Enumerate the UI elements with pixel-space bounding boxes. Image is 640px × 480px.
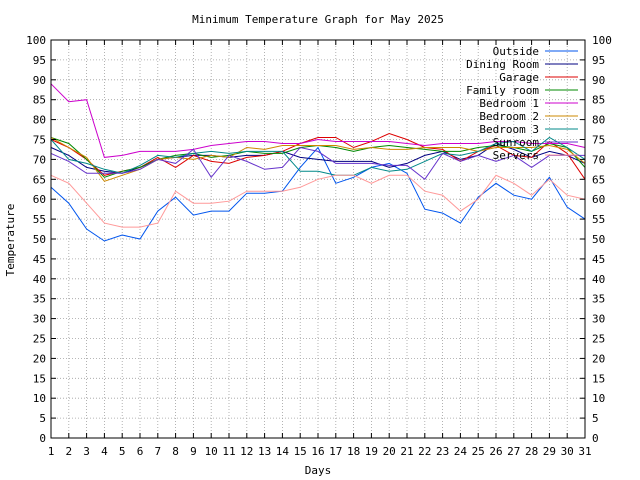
- y-tick-label-right: 15: [592, 372, 605, 385]
- x-tick-label: 21: [400, 445, 413, 458]
- x-tick-label: 30: [561, 445, 574, 458]
- y-tick-label-left: 45: [33, 253, 46, 266]
- x-tick-label: 31: [578, 445, 591, 458]
- y-axis-label: Temperature: [4, 204, 17, 277]
- y-tick-label-right: 85: [592, 94, 605, 107]
- y-tick-label-left: 25: [33, 333, 46, 346]
- x-tick-label: 12: [240, 445, 253, 458]
- legend-label-sunroom: Sunroom: [493, 136, 540, 149]
- y-tick-label-left: 90: [33, 74, 46, 87]
- y-tick-label-right: 50: [592, 233, 605, 246]
- legend-label-dining-room: Dining Room: [466, 58, 539, 71]
- y-tick-label-right: 80: [592, 114, 605, 127]
- x-tick-label: 5: [119, 445, 126, 458]
- series-line-bedroom-1: [50, 83, 586, 158]
- y-tick-label-left: 0: [39, 432, 46, 445]
- y-tick-label-left: 80: [33, 114, 46, 127]
- x-tick-label: 4: [101, 445, 108, 458]
- y-tick-label-left: 15: [33, 372, 46, 385]
- series-line-sunroom: [50, 146, 585, 181]
- y-tick-label-left: 5: [39, 412, 46, 425]
- x-tick-label: 11: [222, 445, 235, 458]
- x-tick-label: 28: [525, 445, 538, 458]
- legend-label-family-room: Family room: [466, 84, 539, 97]
- y-tick-label-left: 95: [33, 54, 46, 67]
- x-tick-label: 6: [137, 445, 144, 458]
- x-tick-label: 10: [205, 445, 218, 458]
- x-tick-label: 15: [294, 445, 307, 458]
- legend-label-bedroom-1: Bedroom 1: [479, 97, 539, 110]
- x-tick-label: 2: [65, 445, 72, 458]
- y-tick-label-right: 25: [592, 333, 605, 346]
- y-tick-label-right: 65: [592, 173, 605, 186]
- y-tick-label-right: 5: [592, 412, 599, 425]
- y-tick-label-left: 35: [33, 293, 46, 306]
- legend-label-servers: Servers: [493, 149, 539, 162]
- series-layer: [50, 83, 586, 242]
- series-line-outside: [50, 146, 586, 242]
- y-tick-label-left: 85: [33, 94, 46, 107]
- x-tick-label: 23: [436, 445, 449, 458]
- x-tick-label: 26: [489, 445, 502, 458]
- x-tick-label: 13: [258, 445, 271, 458]
- x-tick-label: 1: [48, 445, 55, 458]
- y-tick-label-left: 20: [33, 352, 46, 365]
- series-line-servers: [50, 174, 586, 228]
- y-tick-label-right: 30: [592, 313, 605, 326]
- y-tick-label-right: 75: [592, 134, 605, 147]
- x-tick-label: 8: [172, 445, 179, 458]
- y-tick-label-right: 40: [592, 273, 605, 286]
- x-tick-label: 9: [190, 445, 197, 458]
- y-tick-label-right: 55: [592, 213, 605, 226]
- grid: [50, 39, 586, 439]
- x-tick-label: 7: [154, 445, 161, 458]
- y-tick-label-left: 10: [33, 392, 46, 405]
- y-tick-label-right: 10: [592, 392, 605, 405]
- x-tick-label: 18: [347, 445, 360, 458]
- y-tick-label-left: 75: [33, 134, 46, 147]
- y-tick-label-right: 45: [592, 253, 605, 266]
- y-tick-label-left: 65: [33, 173, 46, 186]
- y-tick-label-right: 95: [592, 54, 605, 67]
- x-tick-label: 16: [311, 445, 324, 458]
- x-tick-label: 25: [472, 445, 485, 458]
- y-tick-label-right: 100: [592, 34, 612, 47]
- y-tick-label-right: 0: [592, 432, 599, 445]
- y-tick-label-right: 20: [592, 352, 605, 365]
- x-tick-label: 24: [454, 445, 468, 458]
- legend-label-bedroom-2: Bedroom 2: [479, 110, 539, 123]
- x-tick-label: 22: [418, 445, 431, 458]
- x-axis-label: Days: [305, 464, 332, 477]
- y-tick-label-left: 40: [33, 273, 46, 286]
- legend-label-garage: Garage: [499, 71, 539, 84]
- y-tick-label-left: 55: [33, 213, 46, 226]
- y-tick-label-left: 70: [33, 153, 46, 166]
- legend-label-outside: Outside: [493, 45, 539, 58]
- x-tick-label: 29: [543, 445, 556, 458]
- x-tick-label: 27: [507, 445, 520, 458]
- x-tick-label: 19: [365, 445, 378, 458]
- chart-title: Minimum Temperature Graph for May 2025: [192, 13, 444, 26]
- y-tick-label-right: 70: [592, 153, 605, 166]
- x-tick-label: 17: [329, 445, 342, 458]
- y-tick-label-right: 60: [592, 193, 605, 206]
- x-tick-label: 14: [276, 445, 290, 458]
- y-tick-label-left: 100: [26, 34, 46, 47]
- y-tick-label-left: 30: [33, 313, 46, 326]
- y-tick-label-left: 60: [33, 193, 46, 206]
- series-line-bedroom-3: [50, 136, 586, 176]
- x-tick-label: 3: [83, 445, 90, 458]
- y-tick-label-right: 35: [592, 293, 605, 306]
- x-tick-label: 20: [383, 445, 396, 458]
- legend-label-bedroom-3: Bedroom 3: [479, 123, 539, 136]
- y-tick-label-right: 90: [592, 74, 605, 87]
- y-tick-label-left: 50: [33, 233, 46, 246]
- ticks: 1 2 3 4 5 6 7 8 9 10 11 12 13 14 15 16 17 18 19 20 21 22 23 24 2…: [26, 34, 612, 458]
